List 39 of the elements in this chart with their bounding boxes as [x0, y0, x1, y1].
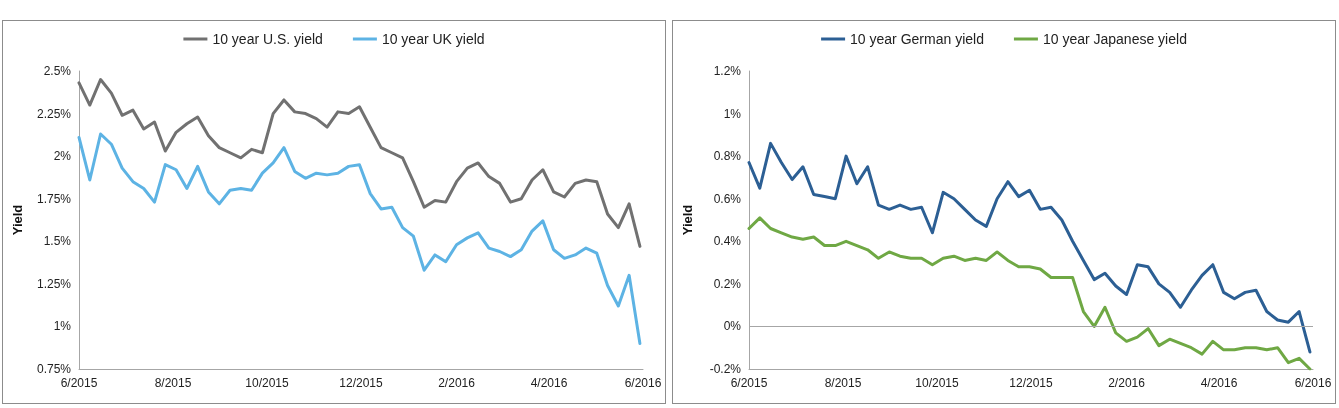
y-tick-label: 0.6% — [713, 191, 742, 206]
legend-label: 10 year U.S. yield — [212, 31, 323, 47]
y-tick-label: 1% — [723, 106, 742, 121]
x-tick-label: 2/2016 — [438, 376, 476, 390]
y-tick-label: 0.4% — [713, 234, 742, 249]
y-tick-label: 1% — [53, 319, 72, 334]
y-tick-label: -0.2% — [709, 362, 742, 376]
y-axis-title: Yield — [680, 204, 695, 236]
line-series — [77, 132, 642, 345]
y-tick-label: 2.5% — [43, 64, 72, 78]
y-tick-label: 0.8% — [713, 149, 742, 164]
y-tick-label: 1.25% — [36, 276, 72, 291]
y-tick-label: 2.25% — [36, 106, 72, 121]
y-tick-label: 1.75% — [36, 191, 72, 206]
legend-label: 10 year German yield — [850, 31, 984, 47]
y-tick-label: 0.2% — [713, 276, 742, 291]
legend-label: 10 year Japanese yield — [1042, 31, 1187, 47]
x-tick-label: 6/2016 — [624, 376, 662, 390]
x-tick-label: 4/2016 — [530, 376, 568, 390]
x-tick-label: 12/2015 — [339, 376, 384, 390]
y-tick-label: 0.75% — [36, 362, 72, 376]
y-tick-label: 0% — [723, 319, 742, 334]
x-tick-label: 12/2015 — [1009, 376, 1054, 390]
x-tick-label: 8/2015 — [154, 376, 192, 390]
x-tick-label: 6/2015 — [60, 376, 98, 390]
line-series — [77, 78, 642, 248]
x-tick-label: 10/2015 — [245, 376, 290, 390]
y-axis-title: Yield — [10, 204, 25, 236]
line-series — [747, 141, 1312, 354]
y-tick-label: 2% — [53, 149, 72, 164]
y-tick-label: 1.2% — [713, 64, 742, 78]
legend-label: 10 year UK yield — [381, 31, 485, 47]
x-tick-label: 6/2016 — [1294, 376, 1332, 390]
x-tick-label: 2/2016 — [1108, 376, 1146, 390]
y-tick-label: 1.5% — [43, 234, 72, 249]
x-tick-label: 10/2015 — [915, 376, 960, 390]
x-tick-label: 8/2015 — [824, 376, 862, 390]
x-tick-label: 4/2016 — [1200, 376, 1238, 390]
x-tick-label: 6/2015 — [730, 376, 768, 390]
